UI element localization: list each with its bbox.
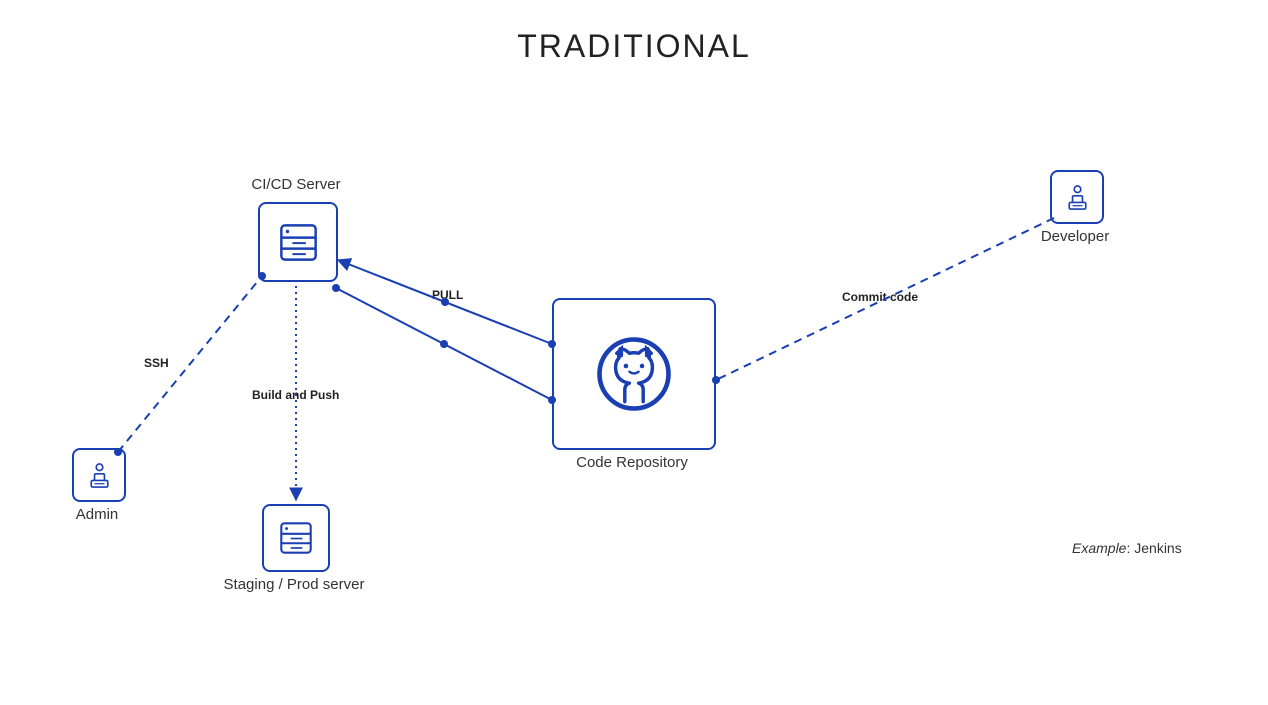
- node-staging-label: Staging / Prod server: [192, 576, 396, 593]
- diagram-canvas: TRADITIONAL CI/CD Server Admin Staging /…: [0, 0, 1268, 705]
- footnote-prefix: Example: [1072, 540, 1126, 556]
- node-repo-label: Code Repository: [482, 454, 782, 471]
- node-admin: [72, 448, 126, 502]
- node-cicd-label: CI/CD Server: [188, 176, 404, 193]
- node-admin-label: Admin: [2, 506, 192, 523]
- edge-label-pull: PULL: [432, 288, 463, 302]
- node-code-repository: [552, 298, 716, 450]
- node-cicd-server: [258, 202, 338, 282]
- edge-label-commit: Commit code: [842, 290, 918, 304]
- footnote-example: Example: Jenkins: [1072, 540, 1182, 556]
- diagram-title: TRADITIONAL: [0, 28, 1268, 65]
- node-staging-server: [262, 504, 330, 572]
- edge-label-build: Build and Push: [252, 388, 339, 402]
- node-developer: [1050, 170, 1104, 224]
- edge-label-ssh: SSH: [144, 356, 169, 370]
- node-dev-label: Developer: [980, 228, 1170, 245]
- footnote-rest: : Jenkins: [1126, 540, 1181, 556]
